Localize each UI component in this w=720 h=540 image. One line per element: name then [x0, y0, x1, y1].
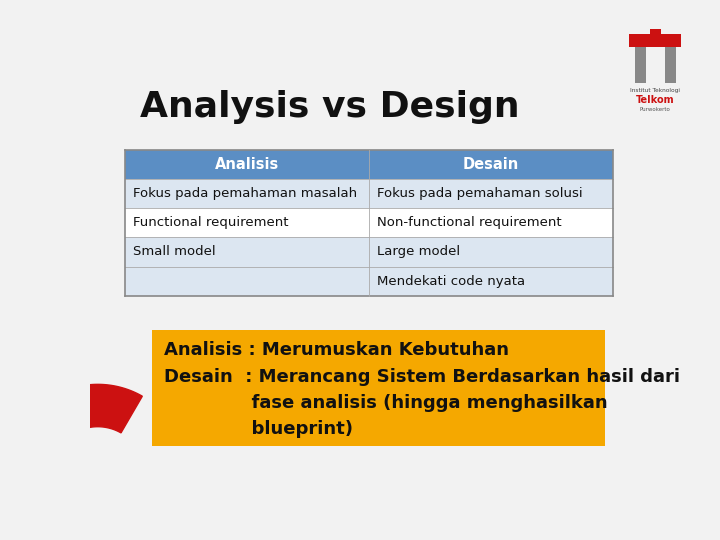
Text: Analisis : Merumuskan Kebutuhan: Analisis : Merumuskan Kebutuhan: [164, 341, 510, 360]
Bar: [369, 237, 613, 267]
Polygon shape: [35, 384, 143, 440]
Bar: [665, 44, 676, 83]
Text: Desain  : Merancang Sistem Berdasarkan hasil dari: Desain : Merancang Sistem Berdasarkan ha…: [164, 368, 680, 386]
Text: Non-functional requirement: Non-functional requirement: [377, 216, 562, 229]
Bar: [634, 44, 646, 83]
Bar: [629, 35, 681, 46]
Text: Institut Teknologi: Institut Teknologi: [630, 89, 680, 93]
Bar: [125, 179, 369, 208]
Text: Analysis vs Design: Analysis vs Design: [140, 90, 520, 124]
Bar: [125, 208, 369, 237]
Bar: [125, 237, 369, 267]
Bar: [125, 267, 369, 296]
Bar: [369, 267, 613, 296]
Text: Desain: Desain: [463, 157, 519, 172]
Text: blueprint): blueprint): [164, 420, 354, 438]
Text: Mendekati code nyata: Mendekati code nyata: [377, 275, 525, 288]
Bar: [369, 179, 613, 208]
Bar: [649, 29, 661, 39]
Bar: [125, 150, 369, 179]
Bar: [152, 330, 606, 446]
Text: Purwokerto: Purwokerto: [640, 107, 670, 112]
Text: Fokus pada pemahaman solusi: Fokus pada pemahaman solusi: [377, 187, 582, 200]
Text: Fokus pada pemahaman masalah: Fokus pada pemahaman masalah: [132, 187, 356, 200]
Text: Small model: Small model: [132, 245, 215, 259]
Text: fase analisis (hingga menghasilkan: fase analisis (hingga menghasilkan: [164, 394, 608, 412]
Text: Functional requirement: Functional requirement: [132, 216, 288, 229]
Text: Large model: Large model: [377, 245, 460, 259]
Bar: [369, 150, 613, 179]
Text: Telkom: Telkom: [636, 95, 675, 105]
Text: Analisis: Analisis: [215, 157, 279, 172]
Bar: [369, 208, 613, 237]
